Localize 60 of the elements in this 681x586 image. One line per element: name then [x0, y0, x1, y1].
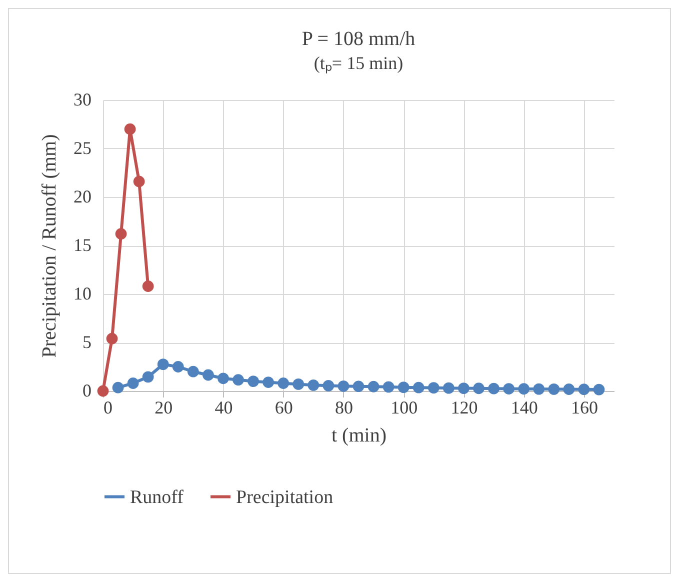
chart-subtitle: (tₚ= 15 min) — [314, 53, 404, 74]
legend-label: Precipitation — [236, 486, 334, 508]
point — [157, 358, 169, 370]
point — [232, 374, 244, 386]
y-tick-label: 5 — [82, 332, 92, 352]
point — [398, 382, 410, 394]
point — [338, 380, 350, 392]
point — [124, 123, 136, 135]
y-tick-label: 0 — [82, 380, 92, 400]
point — [187, 366, 199, 378]
point — [322, 380, 334, 392]
point — [518, 383, 530, 395]
point — [458, 382, 470, 394]
x-axis-title: t (min) — [332, 424, 386, 446]
point — [368, 380, 380, 392]
point — [292, 378, 304, 390]
y-axis-title: Precipitation / Runoff (mm) — [38, 134, 60, 358]
x-tick-label: 100 — [390, 398, 418, 418]
x-tick-label: 140 — [510, 398, 538, 418]
point — [382, 381, 394, 393]
point — [127, 378, 139, 389]
x-tick-label: 20 — [154, 398, 173, 418]
point — [442, 382, 454, 394]
point — [578, 384, 590, 396]
point — [172, 361, 184, 372]
point — [262, 376, 274, 388]
point — [142, 371, 154, 383]
point — [218, 372, 229, 384]
y-tick-label: 30 — [74, 90, 92, 110]
x-tick-label: 160 — [570, 398, 598, 418]
y-tick-label: 15 — [74, 235, 92, 255]
x-tick-label: 40 — [214, 398, 233, 418]
chart-title: P = 108 mm/h — [302, 28, 416, 50]
point — [488, 382, 500, 394]
legend-label: Runoff — [130, 486, 184, 508]
point — [473, 382, 484, 394]
x-tick-label: 60 — [274, 398, 293, 418]
point — [308, 379, 320, 391]
point — [503, 383, 514, 394]
point — [106, 332, 118, 344]
y-tick-label: 25 — [74, 138, 92, 158]
point — [412, 382, 424, 394]
point — [563, 384, 575, 395]
y-tick-label: 20 — [74, 186, 92, 206]
point — [352, 380, 364, 392]
point — [202, 369, 214, 381]
x-tick-label: 80 — [334, 398, 353, 418]
point — [133, 176, 145, 188]
x-tick-label: 0 — [104, 398, 112, 418]
point — [112, 382, 124, 394]
point — [248, 376, 259, 387]
point — [548, 383, 560, 395]
point — [428, 382, 440, 394]
y-tick-label: 10 — [74, 284, 92, 304]
point — [593, 384, 605, 396]
point — [278, 378, 290, 389]
point — [115, 228, 127, 240]
point — [533, 383, 545, 395]
x-tick-label: 120 — [450, 398, 478, 418]
point — [142, 280, 154, 292]
